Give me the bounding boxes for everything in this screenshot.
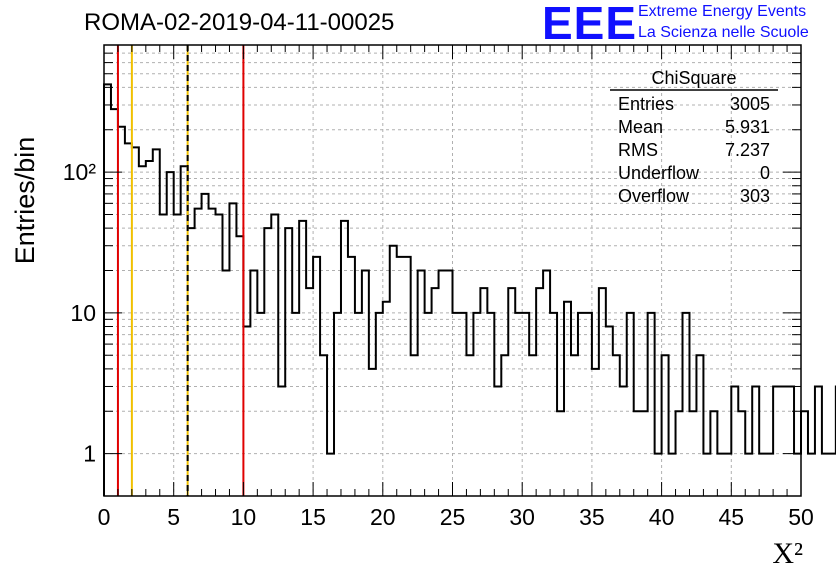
stats-label-rms: RMS [618,140,658,160]
eee-logo: EEE [542,0,638,49]
y-axis-label: Entries/bin [10,137,40,265]
y-tick-label: 1 [83,441,96,467]
stats-label-overflow: Overflow [618,186,690,206]
histogram-line [103,83,836,496]
stats-value-rms: 7.237 [725,140,770,160]
x-tick-label: 15 [300,504,326,530]
y-tick-label: 10 [70,300,96,326]
x-tick-label: 20 [370,504,396,530]
eee-logo-line1: Extreme Energy Events [638,3,807,20]
y-tick-label: 10² [63,159,97,185]
stats-label-mean: Mean [618,117,663,137]
x-axis-label: X² [772,537,803,570]
eee-logo-line2: La Scienza nelle Scuole [638,24,809,41]
x-tick-label: 0 [98,504,111,530]
stats-title: ChiSquare [651,68,736,88]
stats-value-underflow: 0 [760,163,770,183]
stats-value-mean: 5.931 [725,117,770,137]
x-tick-label: 40 [649,504,675,530]
x-tick-label: 50 [788,504,814,530]
x-tick-label: 35 [579,504,605,530]
x-tick-label: 5 [167,504,180,530]
x-tick-label: 25 [440,504,466,530]
stats-label-entries: Entries [618,94,674,114]
stats-value-entries: 3005 [730,94,770,114]
x-tick-label: 10 [231,504,257,530]
stats-label-underflow: Underflow [618,163,700,183]
stats-value-overflow: 303 [740,186,770,206]
x-tick-label: 30 [509,504,535,530]
x-tick-label: 45 [719,504,745,530]
page-title: ROMA-02-2019-04-11-00025 [84,9,395,36]
